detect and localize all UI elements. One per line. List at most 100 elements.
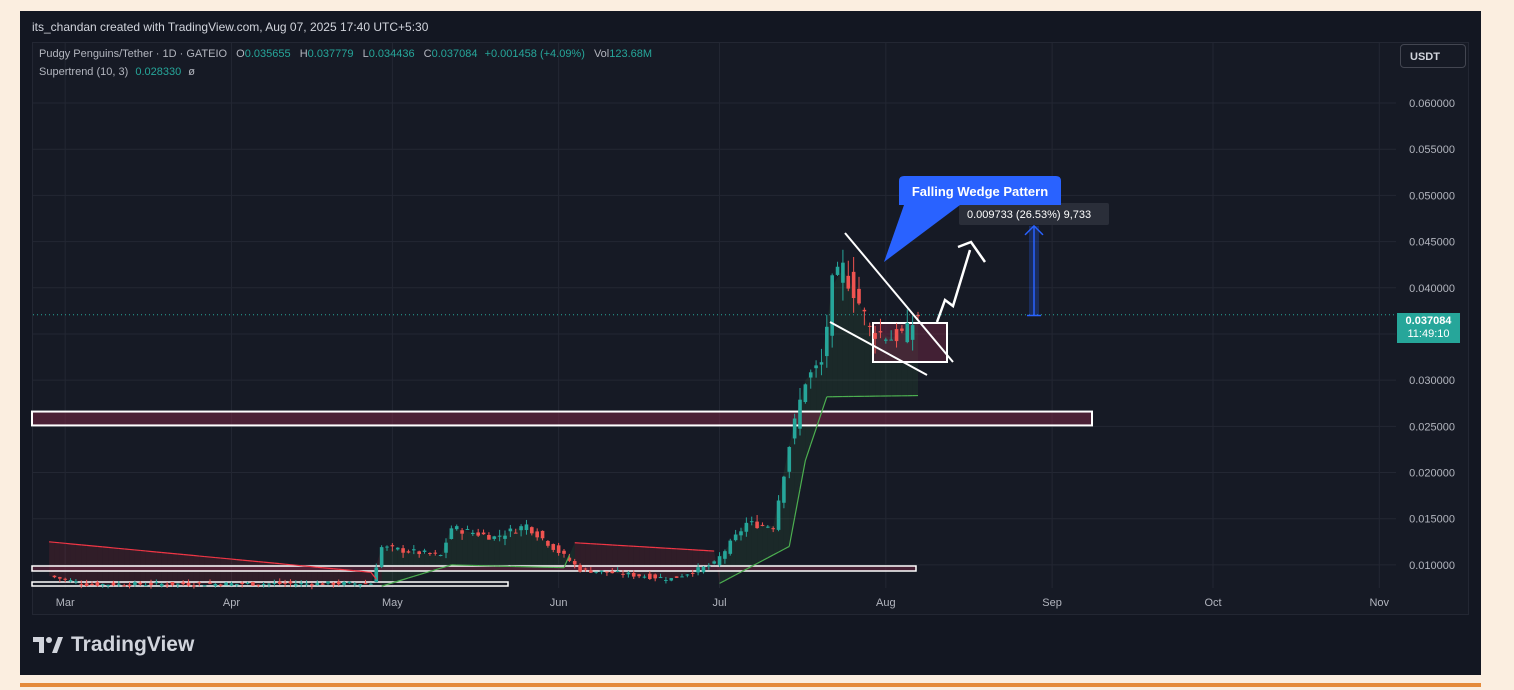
logo-text: TradingView: [71, 633, 195, 656]
supertrend-line: [746, 565, 753, 570]
supertrend-line: [193, 554, 200, 557]
candle-body: [535, 531, 539, 538]
candle-body: [766, 526, 770, 528]
x-tick-label: Oct: [1204, 597, 1221, 609]
base-zone-box[interactable]: [31, 565, 917, 572]
volume-value: 123.68M: [609, 48, 653, 60]
candle-body: [138, 582, 143, 585]
callout-text: Falling Wedge Pattern: [912, 184, 1048, 199]
candle: [605, 571, 609, 576]
candle: [229, 581, 234, 587]
candle: [224, 581, 228, 586]
candle-body: [707, 565, 711, 567]
candle-body: [583, 568, 588, 570]
candle-body: [159, 583, 164, 587]
supertrend-line: [735, 571, 742, 576]
candle-body: [143, 585, 148, 587]
supertrend-line: [263, 561, 270, 564]
candle: [664, 577, 668, 584]
candle: [379, 545, 384, 569]
candle-body: [916, 314, 920, 317]
candle: [626, 571, 631, 578]
callout-bubble[interactable]: [884, 176, 1061, 262]
candle: [186, 579, 191, 587]
supertrend-fill: [510, 529, 516, 567]
supertrend-fill: [767, 525, 774, 558]
supertrend-line: [392, 580, 398, 584]
candle-body: [235, 583, 239, 585]
supertrend-line: [772, 551, 779, 556]
candle-body: [615, 570, 620, 572]
candle-body: [733, 534, 738, 541]
candle-body: [353, 583, 357, 585]
x-tick-label: Sep: [1042, 597, 1062, 609]
currency-button[interactable]: USDT: [1400, 44, 1466, 68]
supertrend-fill: [413, 551, 420, 577]
candle: [117, 580, 121, 588]
symbol-name[interactable]: Pudgy Penguins/Tether · 1D · GATEIO: [39, 48, 228, 60]
candle-body: [830, 275, 834, 336]
supertrend-line: [767, 554, 774, 559]
candle-body: [218, 584, 223, 586]
supertrend-line: [172, 552, 178, 555]
candle-body: [519, 526, 523, 531]
candle: [90, 581, 94, 586]
candle-body: [192, 585, 196, 587]
candle: [133, 580, 137, 587]
candle-body: [267, 583, 271, 585]
candle-body: [878, 331, 883, 333]
supertrend-line: [204, 555, 211, 558]
candle-body: [165, 584, 169, 586]
tradingview-logo[interactable]: TradingView: [33, 633, 194, 657]
supertrend-line: [815, 412, 823, 429]
candle: [830, 273, 834, 348]
candle: [631, 570, 636, 580]
candle-body: [149, 582, 153, 586]
candle: [68, 578, 73, 583]
supertrend-fill: [649, 547, 656, 578]
wedge-upper-line[interactable]: [844, 232, 954, 363]
indicator-icon[interactable]: ø: [188, 66, 196, 78]
supertrend-line: [440, 565, 447, 569]
supertrend-fill: [703, 550, 709, 568]
candle-body: [594, 571, 598, 573]
wedge-lower-line[interactable]: [829, 321, 928, 376]
candle-body: [256, 584, 261, 586]
candle-body: [744, 522, 749, 532]
supertrend-line: [719, 580, 726, 584]
candle: [508, 524, 513, 538]
x-tick-label: Jun: [550, 597, 568, 609]
candle: [894, 323, 899, 348]
supertrend-line: [370, 571, 377, 580]
indicator-name[interactable]: Supertrend (10, 3): [39, 66, 129, 78]
candle-body: [111, 582, 116, 586]
supertrend-fill: [751, 523, 758, 567]
supertrend-fill: [896, 333, 902, 396]
plot-area[interactable]: [32, 42, 1469, 615]
candle: [492, 535, 497, 541]
support-zone-box[interactable]: [31, 410, 1093, 427]
candle-body: [508, 528, 513, 532]
candle: [294, 580, 298, 588]
candle-body: [170, 582, 175, 586]
candle: [449, 525, 454, 540]
candle-body: [363, 583, 368, 585]
supertrend-fill: [789, 423, 795, 547]
candle: [562, 548, 566, 558]
breakout-arrow[interactable]: [935, 249, 972, 323]
supertrend-fill: [86, 545, 92, 585]
supertrend-line: [167, 552, 173, 555]
supertrend-fill: [483, 534, 489, 566]
candle-body: [621, 573, 625, 575]
supertrend-line: [140, 549, 146, 552]
candle: [540, 530, 545, 541]
candle: [707, 563, 711, 570]
candle: [106, 584, 110, 589]
candle: [261, 582, 266, 588]
base-zone-box[interactable]: [31, 581, 509, 587]
supertrend-line: [226, 557, 232, 560]
candle-body: [299, 582, 303, 585]
supertrend-line: [344, 569, 350, 571]
supertrend-line: [794, 489, 801, 518]
